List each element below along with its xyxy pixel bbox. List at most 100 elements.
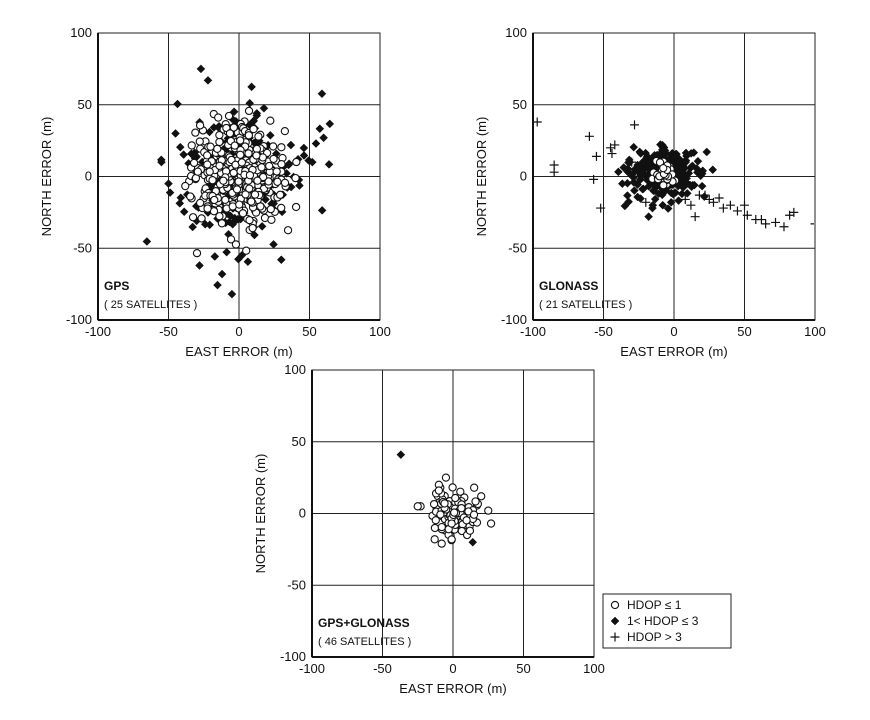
data-point-filled-diamond	[674, 196, 683, 205]
data-point-open-circle	[265, 161, 274, 171]
data-point-filled-diamond	[663, 204, 673, 213]
data-point-filled-diamond	[623, 164, 633, 174]
data-point-filled-diamond	[227, 289, 237, 299]
y-tick-label: 100	[70, 25, 92, 40]
x-tick-label: 100	[583, 661, 605, 676]
data-point-filled-diamond	[635, 163, 645, 173]
scatter-panel: -100 -50 0 50 100 -100 -50 0 50 100 EAST ERROR (m)…	[39, 25, 391, 359]
legend-entry: HDOP > 3	[610, 630, 682, 644]
data-point-open-circle	[272, 167, 281, 176]
y-tick-label: -50	[287, 577, 306, 592]
data-point-filled-diamond	[614, 167, 623, 177]
legend-label: 1< HDOP ≤ 3	[627, 614, 699, 628]
data-point-open-circle	[210, 195, 219, 205]
data-point-open-circle	[437, 522, 446, 532]
y-tick-label: -100	[501, 312, 527, 327]
data-point-filled-diamond	[252, 111, 262, 120]
data-point-open-circle	[456, 487, 465, 496]
legend-marker-open-circle	[610, 600, 620, 610]
data-point-filled-diamond	[164, 179, 173, 189]
x-tick-label: 100	[804, 324, 826, 339]
data-point-open-circle	[188, 213, 198, 222]
data-point-plus	[771, 217, 781, 227]
data-point-open-circle	[440, 499, 449, 508]
data-point-open-circle	[448, 483, 457, 492]
data-point-plus	[630, 120, 640, 130]
data-point-filled-diamond	[689, 148, 699, 157]
data-point-plus	[708, 197, 718, 207]
legend-marker-filled-diamond	[610, 616, 620, 626]
data-point-filled-diamond	[179, 207, 189, 217]
data-point-open-circle	[250, 190, 260, 199]
data-point-open-circle	[219, 176, 228, 185]
data-point-open-circle	[266, 116, 275, 125]
data-point-open-circle	[659, 164, 668, 173]
data-point-open-circle	[208, 176, 217, 185]
y-tick-label: 50	[78, 97, 92, 112]
data-point-filled-diamond	[175, 198, 185, 208]
x-tick-label: -100	[520, 324, 546, 339]
data-point-open-circle	[436, 510, 445, 519]
points-layer	[142, 64, 335, 299]
data-point-open-circle	[229, 168, 238, 178]
data-point-plus	[680, 194, 690, 204]
data-point-open-circle	[215, 161, 224, 170]
y-tick-label: -50	[73, 240, 92, 255]
data-point-filled-diamond	[317, 206, 327, 215]
x-tick-label: 0	[235, 324, 242, 339]
x-tick-label: -50	[594, 324, 613, 339]
data-point-filled-diamond	[682, 179, 692, 189]
panel-label: GPS	[104, 279, 129, 293]
data-point-open-circle	[215, 212, 224, 221]
data-point-open-circle	[244, 106, 254, 116]
data-point-filled-diamond	[176, 193, 186, 203]
data-point-filled-diamond	[222, 247, 232, 257]
data-point-open-circle	[254, 132, 263, 141]
data-point-filled-diamond	[319, 133, 328, 143]
data-point-open-circle	[477, 492, 486, 501]
data-point-open-circle	[213, 144, 222, 154]
data-point-open-circle	[197, 214, 206, 223]
data-point-filled-diamond	[311, 139, 321, 148]
panel-sublabel: ( 25 SATELLITES )	[104, 299, 197, 311]
data-point-filled-diamond	[690, 180, 699, 190]
data-point-filled-diamond	[175, 142, 185, 152]
x-tick-label: 50	[516, 661, 530, 676]
legend-entry: 1< HDOP ≤ 3	[610, 614, 699, 628]
data-point-plus	[549, 167, 559, 177]
y-tick-label: 0	[85, 169, 92, 184]
data-point-filled-diamond	[186, 149, 196, 159]
x-tick-label: 50	[302, 324, 316, 339]
y-tick-label: 0	[299, 506, 306, 521]
data-point-filled-diamond	[203, 76, 213, 85]
data-point-filled-diamond	[195, 261, 204, 270]
legend-box	[602, 593, 732, 649]
data-point-filled-diamond	[324, 159, 334, 169]
data-point-plus	[740, 200, 749, 210]
data-point-plus	[589, 174, 599, 184]
data-point-filled-diamond	[682, 189, 692, 198]
data-point-open-circle	[280, 178, 290, 187]
data-point-open-circle	[245, 171, 255, 180]
data-point-open-circle	[447, 535, 456, 544]
data-point-open-circle	[451, 493, 460, 503]
data-point-open-circle	[430, 523, 440, 533]
data-point-plus	[584, 131, 594, 141]
data-point-filled-diamond	[697, 181, 707, 191]
legend-marker-plus	[610, 632, 620, 642]
data-point-filled-diamond	[630, 186, 639, 195]
data-point-open-circle	[217, 219, 227, 228]
data-point-open-circle	[241, 190, 250, 199]
data-point-filled-diamond	[648, 200, 658, 210]
data-point-open-circle	[242, 246, 251, 255]
legend: HDOP ≤ 1 1< HDOP ≤ 3 HDOP > 3	[602, 593, 732, 649]
x-tick-label: -100	[299, 661, 325, 676]
legend-entry: HDOP ≤ 1	[610, 598, 682, 612]
data-point-open-circle	[206, 142, 215, 151]
data-point-filled-diamond	[247, 82, 256, 92]
data-point-open-circle	[195, 198, 205, 208]
data-point-filled-diamond	[188, 222, 198, 232]
data-point-filled-diamond	[196, 64, 206, 74]
data-point-filled-diamond	[693, 156, 703, 166]
